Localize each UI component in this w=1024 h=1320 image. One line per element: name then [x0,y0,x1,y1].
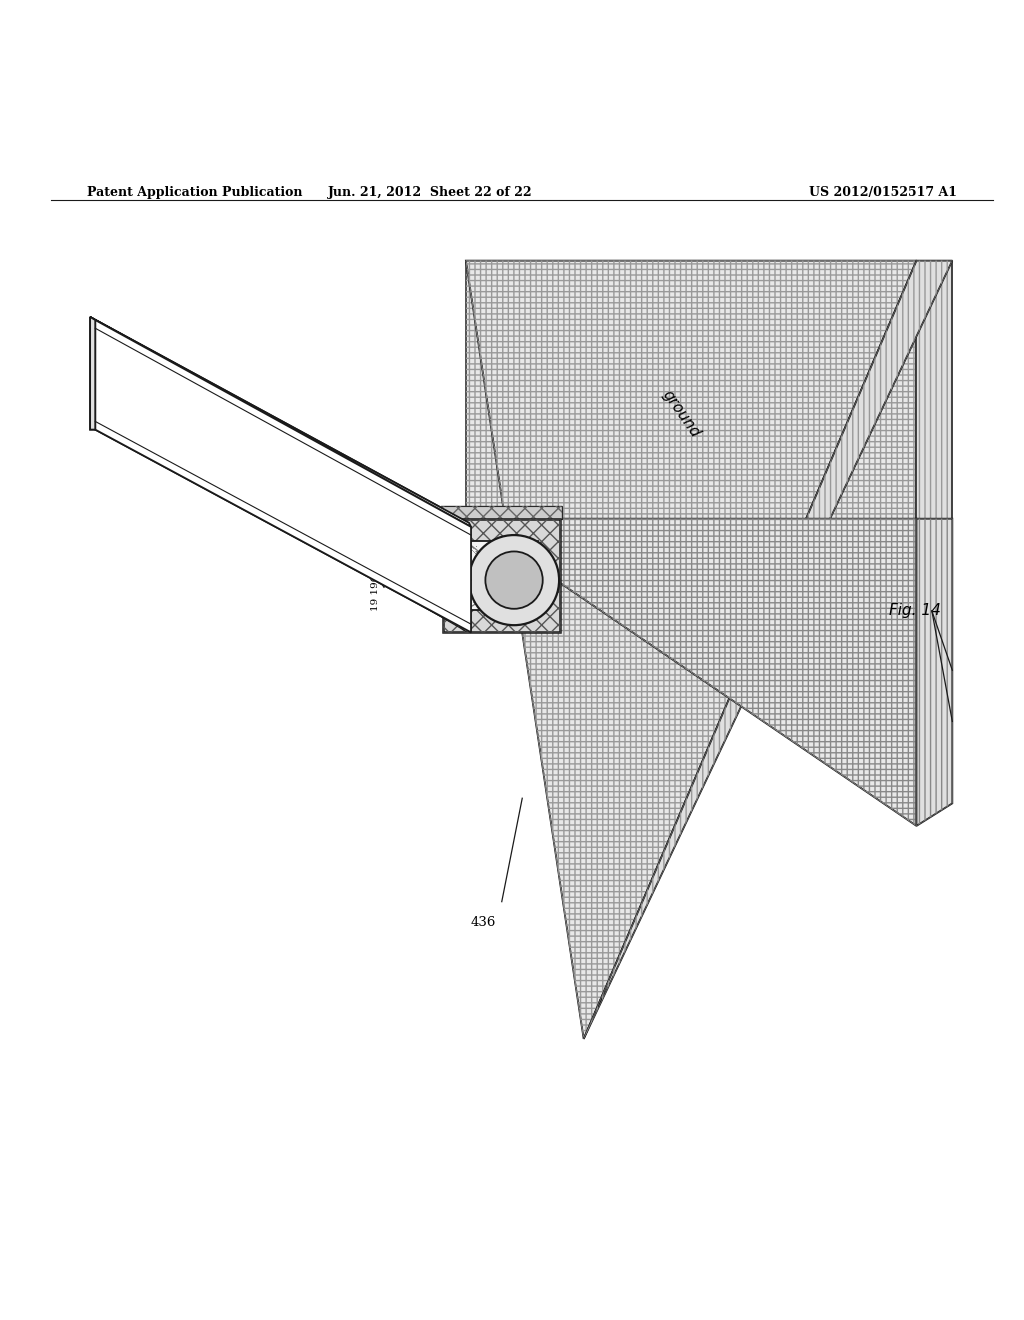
Text: Patent Application Publication: Patent Application Publication [87,186,302,199]
Polygon shape [916,260,952,519]
Polygon shape [584,260,952,1039]
Circle shape [469,535,559,626]
Polygon shape [466,541,538,610]
Polygon shape [90,317,95,429]
Polygon shape [466,260,916,519]
Circle shape [485,552,543,609]
Polygon shape [90,317,95,429]
Text: Jun. 21, 2012  Sheet 22 of 22: Jun. 21, 2012 Sheet 22 of 22 [328,186,532,199]
Polygon shape [466,260,916,1039]
Polygon shape [95,319,471,632]
Text: Fig. 14: Fig. 14 [889,603,941,618]
Polygon shape [95,319,471,632]
Text: 434: 434 [394,583,420,597]
Text: ground: ground [659,388,702,441]
Polygon shape [90,317,471,527]
Polygon shape [466,519,916,826]
Polygon shape [443,519,560,632]
Text: 436: 436 [471,916,497,929]
Text: US 2012/0152517 A1: US 2012/0152517 A1 [809,186,957,199]
Polygon shape [441,507,562,519]
Text: 19 19C 19E: 19 19C 19E [371,549,380,611]
Polygon shape [916,519,952,826]
Polygon shape [90,317,471,527]
Text: 438: 438 [389,556,415,569]
